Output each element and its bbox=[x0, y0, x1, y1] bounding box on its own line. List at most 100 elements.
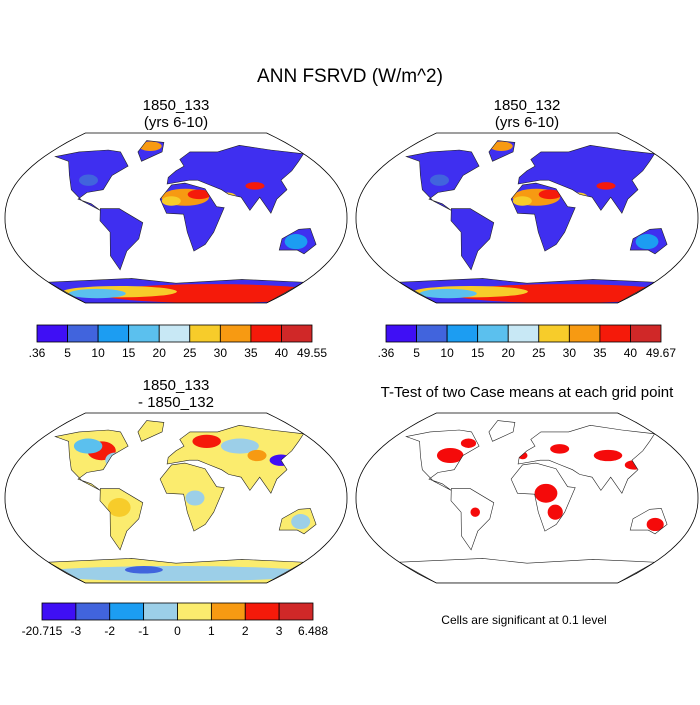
coastline bbox=[405, 429, 480, 491]
coastline bbox=[398, 558, 656, 583]
colorbar-label: 5 bbox=[64, 346, 71, 360]
colorbar-box bbox=[177, 602, 212, 621]
coastline bbox=[54, 429, 129, 491]
field-patch bbox=[124, 566, 163, 574]
colorbar-box bbox=[477, 324, 509, 343]
land-base bbox=[399, 140, 668, 303]
land-fill bbox=[48, 140, 317, 303]
coastline bbox=[166, 144, 305, 214]
colorbar-label: 35 bbox=[244, 346, 258, 360]
coastline bbox=[47, 278, 305, 303]
colorbar-box bbox=[67, 324, 99, 343]
field-patch bbox=[217, 192, 237, 202]
colorbar-label: -2 bbox=[104, 624, 115, 638]
field-patch bbox=[460, 438, 477, 448]
field-patch bbox=[470, 507, 480, 517]
colorbar-label: 3 bbox=[276, 624, 283, 638]
field-patch bbox=[534, 483, 558, 503]
colorbar-box bbox=[143, 602, 178, 621]
colorbar-label: 40 bbox=[275, 346, 289, 360]
coastline bbox=[450, 208, 495, 271]
panel: 1850_132(yrs 6-10) .36 5 10 15 20 25 30 35 40 49.6… bbox=[355, 97, 699, 360]
colorbar-box bbox=[278, 602, 314, 621]
coastline bbox=[166, 424, 305, 494]
field-patch bbox=[624, 460, 644, 470]
colorbar-label: -1 bbox=[138, 624, 149, 638]
field-patch bbox=[220, 438, 259, 454]
field-patch bbox=[161, 196, 181, 206]
panel-title: T-Test of two Case means at each grid po… bbox=[381, 384, 674, 401]
colorbar-box bbox=[416, 324, 448, 343]
colorbar-label: 25 bbox=[532, 346, 546, 360]
coastline bbox=[450, 488, 495, 551]
land bbox=[47, 140, 317, 303]
colorbar-box bbox=[385, 324, 417, 343]
field-patch bbox=[138, 141, 162, 151]
panel-note: Cells are significant at 0.1 level bbox=[441, 613, 606, 627]
coastline bbox=[488, 140, 516, 162]
colorbar-box bbox=[281, 324, 313, 343]
colorbar-label: 6.488 bbox=[298, 624, 328, 638]
colorbar-label: 5 bbox=[413, 346, 420, 360]
colorbar-label: 15 bbox=[471, 346, 485, 360]
map-outline bbox=[4, 132, 348, 304]
colorbar-label: 40 bbox=[624, 346, 638, 360]
field-patch bbox=[105, 452, 125, 468]
colorbar-box bbox=[109, 602, 145, 621]
field-patch bbox=[512, 196, 532, 206]
land-base bbox=[48, 420, 317, 583]
colorbar-box bbox=[244, 602, 280, 621]
field-patch bbox=[284, 234, 308, 250]
colorbar-label: 10 bbox=[91, 346, 105, 360]
field-patch bbox=[489, 141, 513, 151]
colorbar-box bbox=[210, 602, 246, 621]
colorbar-box bbox=[507, 324, 540, 343]
panel-title: 1850_133 bbox=[143, 377, 210, 394]
field-patch bbox=[68, 288, 126, 299]
map-outline bbox=[355, 412, 699, 584]
coastline bbox=[405, 149, 480, 211]
colorbar-label: 10 bbox=[440, 346, 454, 360]
map-outline bbox=[4, 412, 348, 584]
field-patch bbox=[73, 438, 103, 454]
coastline bbox=[629, 508, 668, 535]
map-outline bbox=[355, 132, 699, 304]
panel-title: (yrs 6-10) bbox=[144, 114, 208, 131]
colorbar-box bbox=[630, 324, 662, 343]
field-patch bbox=[185, 490, 205, 506]
colorbar-box bbox=[97, 324, 130, 343]
colorbar-label: 1 bbox=[208, 624, 215, 638]
colorbar-box bbox=[568, 324, 601, 343]
field-patch bbox=[192, 434, 221, 448]
coastline bbox=[159, 462, 225, 532]
coastline bbox=[99, 208, 144, 271]
coastline bbox=[629, 228, 668, 255]
coastline bbox=[137, 140, 165, 162]
colorbar-label: 35 bbox=[593, 346, 607, 360]
coastline bbox=[398, 278, 656, 303]
figure-title: ANN FSRVD (W/m^2) bbox=[257, 66, 443, 87]
colorbar-box bbox=[158, 324, 191, 343]
field-patch bbox=[538, 189, 562, 200]
panel: T-Test of two Case means at each grid po… bbox=[355, 384, 699, 627]
field-patch bbox=[78, 174, 98, 186]
field-patch bbox=[187, 189, 211, 200]
coastline bbox=[278, 228, 317, 255]
field-patch bbox=[247, 449, 267, 462]
field-patch bbox=[245, 182, 265, 190]
colorbar-box bbox=[538, 324, 570, 343]
colorbar-box bbox=[219, 324, 252, 343]
coastline bbox=[517, 144, 656, 214]
land bbox=[398, 140, 668, 303]
colorbar-box bbox=[599, 324, 631, 343]
colorbar-label: 2 bbox=[242, 624, 249, 638]
colorbar-label: -20.715 bbox=[22, 624, 63, 638]
colorbar-label: .36 bbox=[29, 346, 46, 360]
coastline bbox=[488, 420, 516, 442]
field-patch bbox=[107, 498, 131, 517]
colorbar-box bbox=[41, 602, 77, 621]
field-patch bbox=[517, 451, 528, 460]
colorbar-label: 15 bbox=[122, 346, 136, 360]
field-patch bbox=[291, 514, 311, 530]
land bbox=[398, 420, 668, 583]
